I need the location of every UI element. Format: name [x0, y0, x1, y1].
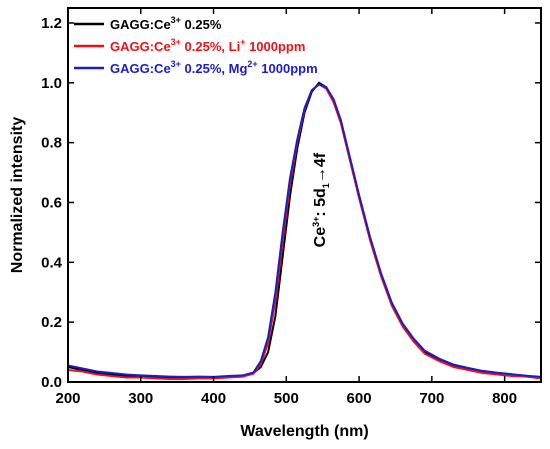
- series-line-3: [67, 83, 542, 378]
- plot-frame: [67, 7, 542, 383]
- x-tick-label: 200: [55, 390, 80, 407]
- y-tick-label: 0.2: [41, 314, 62, 331]
- y-tick-label: 0.8: [41, 135, 62, 152]
- legend-label-2: GAGG:Ce3+ 0.25%, Li+ 1000ppm: [110, 37, 305, 54]
- y-tick-label: 0.4: [41, 254, 63, 271]
- series-line-1: [67, 81, 542, 379]
- peak-annotation: Ce3+: 5d1→4f: [311, 152, 331, 247]
- x-axis-title: Wavelength (nm): [240, 423, 368, 440]
- x-tick-label: 600: [347, 390, 372, 407]
- y-tick-label: 0.6: [41, 194, 62, 211]
- y-tick-label: 1.0: [41, 75, 62, 92]
- x-tick-label: 700: [419, 390, 444, 407]
- x-tick-label: 500: [274, 390, 299, 407]
- x-tick-label: 400: [201, 390, 226, 407]
- legend-label-1: GAGG:Ce3+ 0.25%: [110, 15, 222, 32]
- legend-label-3: GAGG:Ce3+ 0.25%, Mg2+ 1000ppm: [110, 59, 318, 76]
- y-axis-title: Normalized intensity: [9, 117, 26, 274]
- x-tick-label: 800: [492, 390, 517, 407]
- y-tick-label: 1.2: [41, 15, 62, 32]
- x-tick-label: 300: [128, 390, 153, 407]
- y-tick-label: 0.0: [41, 374, 62, 391]
- series-line-2: [67, 83, 542, 381]
- legend: GAGG:Ce3+ 0.25% GAGG:Ce3+ 0.25%, Li+ 1000…: [74, 15, 318, 76]
